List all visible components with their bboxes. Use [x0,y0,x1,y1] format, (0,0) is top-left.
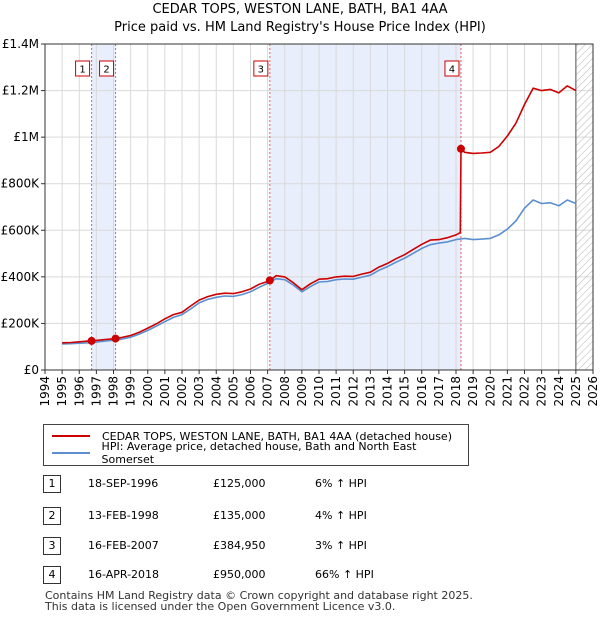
x-tick-label: 1997 [89,376,103,407]
x-tick-label: 2026 [586,376,600,407]
y-tick-label: £600K [1,223,41,237]
y-tick-label: £1M [13,130,39,144]
x-tick-label: 2019 [466,376,480,407]
x-tick-label: 2008 [278,376,292,407]
sale-number-badge: 1 [43,475,61,493]
x-tick-label: 2022 [518,376,532,407]
sale-label-number: 1 [79,65,85,76]
x-tick-label: 1996 [72,376,86,407]
hpi-series-line [62,199,577,345]
price-chart: 1 2 3 4 £0 £200K £400K £600K £800K £1M £1.2M £1.4M… [1,37,600,407]
sale-point [87,336,96,345]
y-tick-label: £800K [1,177,41,191]
x-tick-label: 1994 [38,376,52,407]
sale-label-box [444,60,460,77]
x-tick-label: 2007 [261,376,275,407]
sale-point [265,276,274,285]
ownership-period-shade [269,44,461,370]
x-tick-label: 2006 [244,376,258,407]
legend-item-property: CEDAR TOPS, WESTON LANE, BATH, BA1 4AA (… [52,428,452,444]
sale-date: 13-FEB-1998 [88,509,159,522]
sale-row-1: 1 18-SEP-1996 £125,000 6% ↑ HPI [43,475,463,495]
sale-hpi-change: 3% ↑ HPI [315,539,367,552]
x-tick-label: 2017 [432,376,446,407]
x-tick-label: 2011 [329,376,343,407]
sale-hpi-change: 66% ↑ HPI [315,568,374,581]
x-tick-label: 2004 [209,376,223,407]
ownership-period-shade [91,44,116,370]
x-tick-label: 1995 [55,376,69,407]
y-tick-label: £200K [1,316,41,330]
x-tick-label: 2021 [500,376,514,407]
x-tick-label: 2025 [569,376,583,407]
footer-license: This data is licensed under the Open Gov… [45,600,396,613]
x-tick-label: 2024 [552,376,566,407]
y-tick-label: £1.2M [2,84,39,98]
sale-label-number: 2 [103,65,109,76]
chart-title: CEDAR TOPS, WESTON LANE, BATH, BA1 4AA [152,2,448,17]
x-tick-label: 2010 [312,376,326,407]
legend-item-hpi: HPI: Average price, detached house, Bath… [52,440,468,466]
x-tick-label: 2002 [175,376,189,407]
property-series-line [62,85,577,344]
sale-point [111,334,120,343]
chart-subtitle: Price paid vs. HM Land Registry's House … [114,20,486,35]
sale-price: £950,000 [213,568,266,581]
sale-point [456,144,465,153]
x-tick-label: 2016 [415,376,429,407]
sale-label-number: 3 [258,65,264,76]
sale-number-badge: 2 [43,507,61,525]
sale-label: 2 [99,60,115,77]
x-tick-label: 2014 [381,376,395,407]
x-tick-label: 2000 [141,376,155,407]
future-hatched-area [575,44,593,370]
sale-number-badge: 4 [43,566,61,584]
footer-copyright: Contains HM Land Registry data © Crown c… [45,589,473,602]
sale-date: 18-SEP-1996 [88,477,159,490]
sale-label: 1 [75,60,91,77]
sale-hpi-change: 6% ↑ HPI [315,477,367,490]
x-tick-label: 2015 [398,376,412,407]
sale-price: £384,950 [213,539,266,552]
sale-label-box [75,60,91,77]
sale-row-2: 2 13-FEB-1998 £135,000 4% ↑ HPI [43,507,463,527]
sale-hpi-change: 4% ↑ HPI [315,509,367,522]
sale-price: £125,000 [213,477,266,490]
x-tick-label: 2013 [363,376,377,407]
sale-date: 16-APR-2018 [88,568,160,581]
y-tick-label: £1.4M [2,37,39,51]
sale-label: 4 [444,60,460,77]
x-tick-label: 1998 [107,376,121,407]
legend-swatch-hpi [52,452,90,454]
legend: CEDAR TOPS, WESTON LANE, BATH, BA1 4AA (… [43,424,469,466]
x-tick-label: 2001 [158,376,172,407]
sale-date: 16-FEB-2007 [88,539,159,552]
sale-row-4: 4 16-APR-2018 £950,000 66% ↑ HPI [43,566,463,586]
sale-label-number: 4 [449,65,455,76]
sale-number-badge: 3 [43,537,61,555]
legend-swatch-property [52,435,90,437]
x-tick-label: 2009 [295,376,309,407]
sale-label-box [253,60,269,77]
legend-label-hpi: HPI: Average price, detached house, Bath… [101,440,417,466]
legend-label-property: CEDAR TOPS, WESTON LANE, BATH, BA1 4AA (… [102,429,452,443]
sale-label: 3 [253,60,269,77]
y-tick-label: £0 [24,363,39,377]
x-tick-label: 2020 [483,376,497,407]
x-tick-label: 2018 [449,376,463,407]
x-tick-label: 2023 [535,376,549,407]
sale-row-3: 3 16-FEB-2007 £384,950 3% ↑ HPI [43,537,463,557]
sale-price: £135,000 [213,509,266,522]
x-tick-label: 2012 [346,376,360,407]
x-tick-label: 1999 [124,376,138,407]
x-tick-label: 2005 [226,376,240,407]
sale-label-box [99,60,115,77]
x-tick-label: 2003 [192,376,206,407]
y-tick-label: £400K [1,270,41,284]
